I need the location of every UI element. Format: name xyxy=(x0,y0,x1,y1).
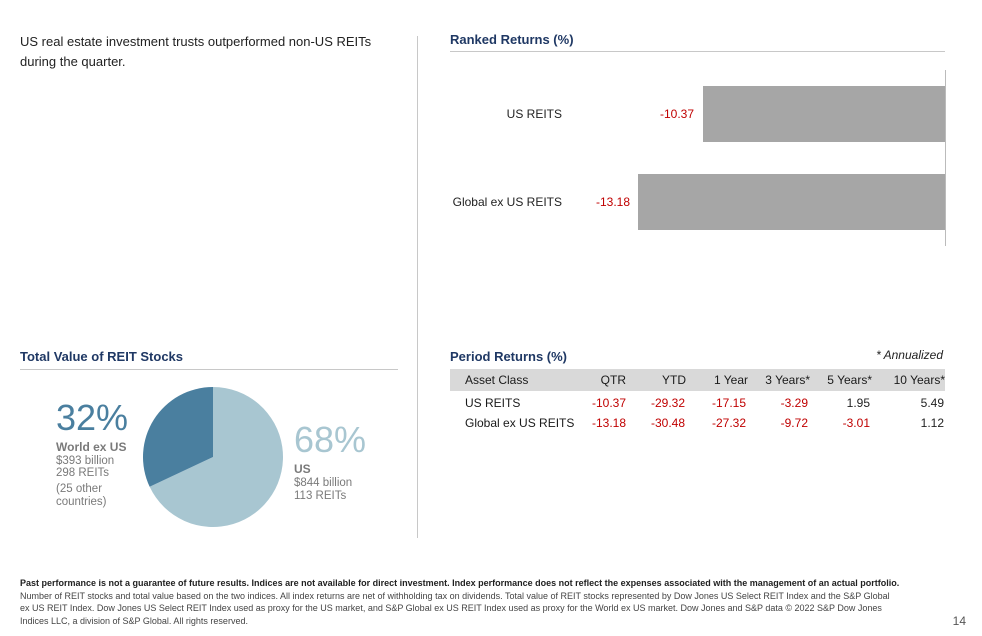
us-value: $844 billion xyxy=(294,477,353,489)
page-number: 14 xyxy=(952,614,966,628)
ranked-value-us-reits: -10.37 xyxy=(659,107,694,121)
table-cell: 1.12 xyxy=(920,416,944,430)
table-cell: -30.48 xyxy=(650,416,685,430)
pie-slice-us xyxy=(149,387,283,527)
col-header-3-years: 3 Years* xyxy=(765,373,810,387)
annualized-note: * Annualized xyxy=(876,348,943,362)
table-cell: -9.72 xyxy=(780,416,808,430)
us-count: 113 REITs xyxy=(294,490,347,502)
headline: US real estate investment trusts outperf… xyxy=(20,34,372,69)
period-returns-header-row xyxy=(450,369,945,391)
pie-slice-world-ex-us xyxy=(142,387,213,487)
table-cell: -27.32 xyxy=(711,416,746,430)
world-name: World ex US xyxy=(56,440,127,454)
table-cell: -3.29 xyxy=(780,396,808,410)
reit-value-pie-chart xyxy=(142,387,283,527)
row-name-global-ex-us-reits: Global ex US REITS xyxy=(465,416,575,430)
table-cell: -29.32 xyxy=(650,396,685,410)
table-cell: -17.15 xyxy=(711,396,746,410)
ranked-returns-rule xyxy=(450,51,945,52)
ranked-bar-us-reits xyxy=(703,86,945,142)
col-header-5-years: 5 Years* xyxy=(827,373,872,387)
ranked-returns-zero-axis xyxy=(945,70,946,246)
col-header-qtr: QTR xyxy=(600,373,626,387)
ranked-bar-global-ex-us-reits xyxy=(638,174,945,230)
us-percent: 68% xyxy=(294,419,367,460)
table-cell: -13.18 xyxy=(591,416,626,430)
table-cell: -3.01 xyxy=(842,416,870,430)
world-note-line1: (25 other xyxy=(56,483,103,495)
us-name: US xyxy=(294,462,311,476)
col-header-asset-class: Asset Class xyxy=(465,373,529,387)
footer-body: Number of REIT stocks and total value ba… xyxy=(20,590,890,626)
table-cell: 1.95 xyxy=(846,396,870,410)
col-header-10-years: 10 Years* xyxy=(893,373,945,387)
ranked-label-global-ex-us-reits: Global ex US REITS xyxy=(452,195,562,209)
total-value-rule xyxy=(20,369,398,370)
table-cell: 5.49 xyxy=(920,396,944,410)
world-value: $393 billion xyxy=(56,455,115,467)
ranked-value-global-ex-us-reits: -13.18 xyxy=(595,195,630,209)
footer-bold-disclaimer: Past performance is not a guarantee of f… xyxy=(20,578,900,588)
row-name-us-reits: US REITS xyxy=(465,396,521,410)
ranked-returns-title: Ranked Returns (%) xyxy=(450,32,574,47)
footer-disclaimer: Past performance is not a guarantee of f… xyxy=(20,577,900,627)
vertical-divider xyxy=(417,36,418,538)
ranked-label-us-reits: US REITS xyxy=(506,107,562,121)
col-header-1-year: 1 Year xyxy=(713,373,748,387)
world-note-line2: countries) xyxy=(56,496,107,508)
world-percent: 32% xyxy=(56,397,129,438)
period-returns-title: Period Returns (%) xyxy=(450,349,568,364)
world-count: 298 REITs xyxy=(56,467,110,479)
col-header-ytd: YTD xyxy=(662,373,686,387)
total-value-title: Total Value of REIT Stocks xyxy=(20,349,184,364)
table-cell: -10.37 xyxy=(591,396,626,410)
